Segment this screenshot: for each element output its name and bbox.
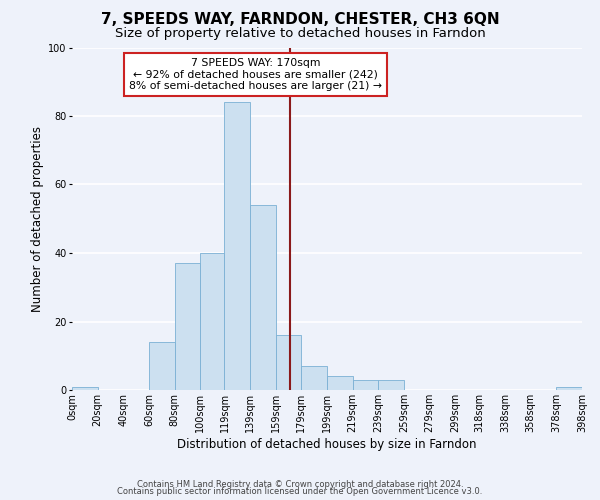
Text: 7 SPEEDS WAY: 170sqm
← 92% of detached houses are smaller (242)
8% of semi-detac: 7 SPEEDS WAY: 170sqm ← 92% of detached h… bbox=[129, 58, 382, 91]
X-axis label: Distribution of detached houses by size in Farndon: Distribution of detached houses by size … bbox=[177, 438, 477, 450]
Bar bbox=[149, 342, 175, 390]
Bar bbox=[378, 380, 404, 390]
Text: Contains public sector information licensed under the Open Government Licence v3: Contains public sector information licen… bbox=[118, 488, 482, 496]
Bar bbox=[224, 102, 250, 390]
Bar bbox=[276, 335, 301, 390]
Bar bbox=[72, 386, 98, 390]
Bar bbox=[301, 366, 327, 390]
Bar bbox=[353, 380, 378, 390]
Bar bbox=[250, 205, 276, 390]
Text: Contains HM Land Registry data © Crown copyright and database right 2024.: Contains HM Land Registry data © Crown c… bbox=[137, 480, 463, 489]
Bar bbox=[327, 376, 353, 390]
Bar bbox=[556, 386, 582, 390]
Text: Size of property relative to detached houses in Farndon: Size of property relative to detached ho… bbox=[115, 28, 485, 40]
Text: 7, SPEEDS WAY, FARNDON, CHESTER, CH3 6QN: 7, SPEEDS WAY, FARNDON, CHESTER, CH3 6QN bbox=[101, 12, 499, 28]
Bar bbox=[200, 253, 224, 390]
Bar bbox=[175, 264, 200, 390]
Y-axis label: Number of detached properties: Number of detached properties bbox=[31, 126, 44, 312]
